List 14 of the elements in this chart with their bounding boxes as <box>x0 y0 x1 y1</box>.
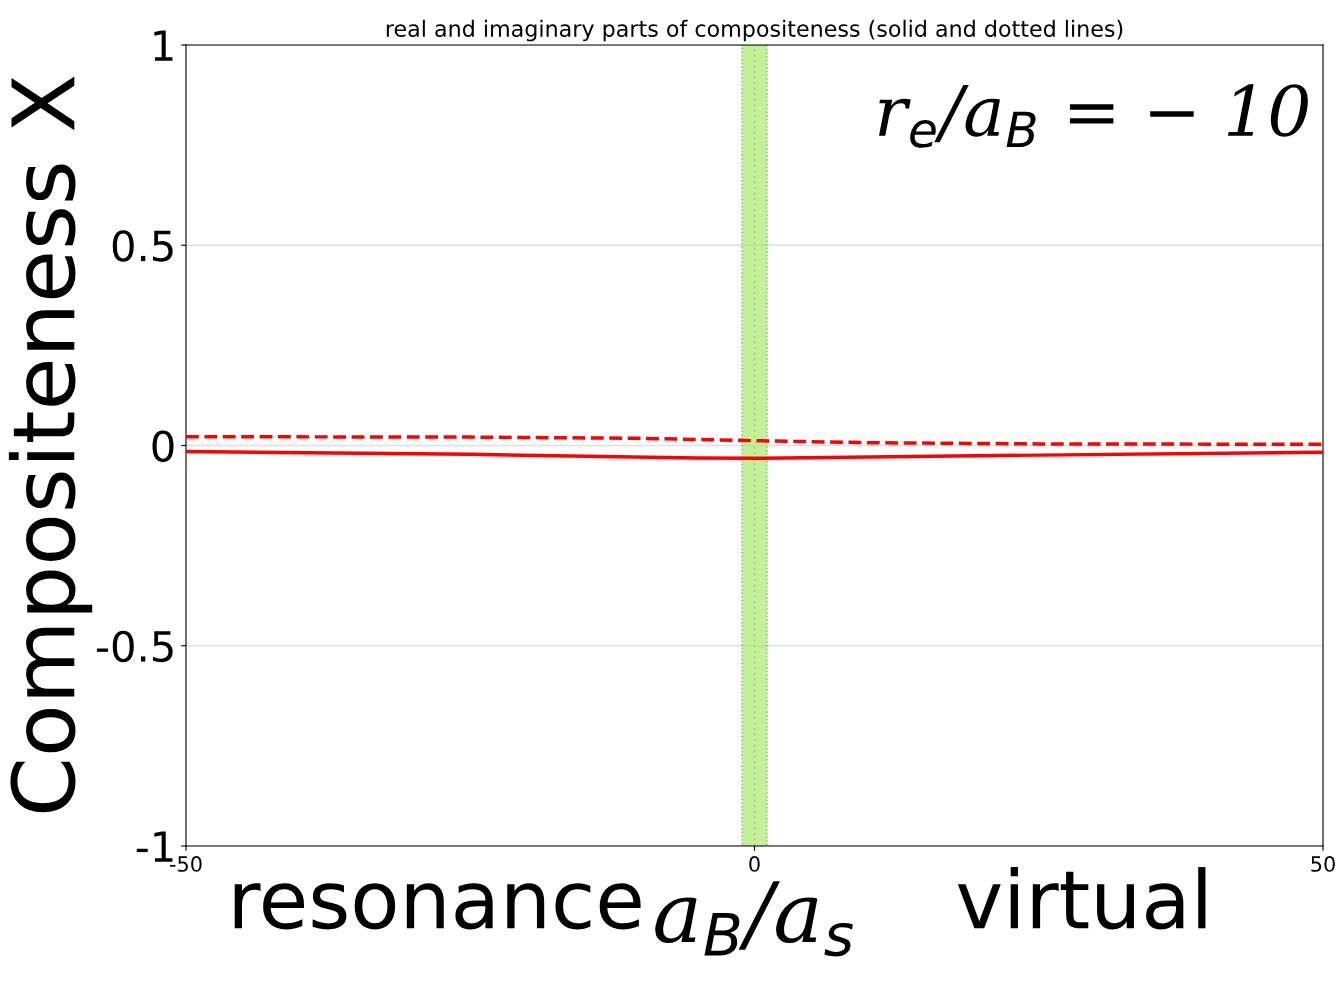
text: virtual <box>957 867 1206 930</box>
text: resonance <box>234 883 641 930</box>
x-tick-label: 0 <box>749 856 760 872</box>
y-tick-label: -0.5 <box>97 630 173 663</box>
y-tick-label: 0.5 <box>112 230 173 262</box>
annotation: r$_{e}$/a$_{B}$ = − 10 <box>879 84 1308 148</box>
y-tick-label: 1 <box>154 30 173 61</box>
line-series <box>186 449 1323 461</box>
x-tick-label: 50 <box>1311 856 1335 872</box>
y-axis-title: Compositeness X <box>8 76 93 813</box>
chart-title: real and imaginary parts of compositeness (solid and dotted lines) <box>386 19 1123 42</box>
y-tick-label: 0 <box>152 430 174 462</box>
x-axis-title: a$_{B}$/a$_{s}$ <box>655 881 853 957</box>
line-series <box>186 434 1323 447</box>
